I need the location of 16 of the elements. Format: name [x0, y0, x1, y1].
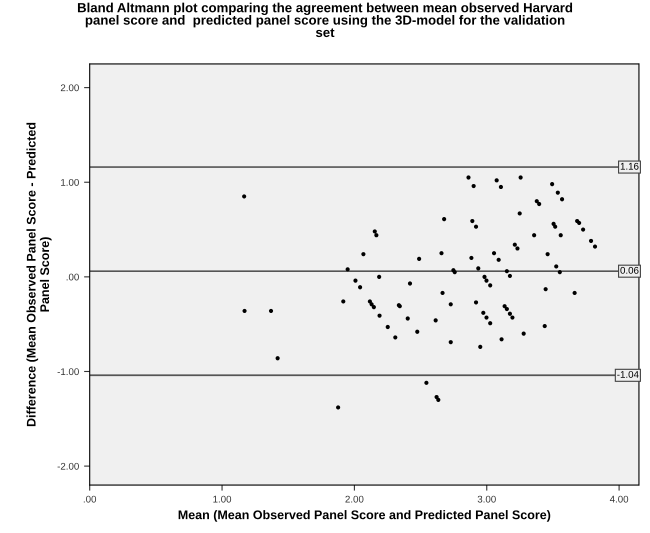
y-tick-label: 1.00 [61, 178, 79, 186]
ref-line-label: -1.04 [617, 370, 639, 378]
y-tick-label: -2.00 [58, 462, 79, 470]
x-tick-label: 2.00 [345, 496, 364, 503]
x-tick-label: 1.00 [213, 496, 232, 503]
y-tick-label: .00 [66, 274, 79, 280]
ref-line-label: 1.16 [620, 162, 639, 170]
x-axis-title: Mean (Mean Observed Panel Score and Predicted Panel Score) [178, 510, 550, 522]
ref-line-label: 0.06 [620, 266, 639, 274]
x-tick-label: 4.00 [610, 496, 628, 503]
chart-title: Bland Altmann plot comparing the agreement between mean observed Harvard panel score and predicted panel score using the 3D-model for the validation set [78, 2, 572, 38]
y-tick-label: -1.00 [58, 368, 79, 376]
y-tick-label: 2.00 [60, 84, 79, 92]
x-tick-label: 3.00 [478, 496, 496, 503]
y-axis-title: Difference (Mean Observed Panel Score - Predicted Panel Score) [26, 122, 52, 426]
x-tick-label: .00 [84, 496, 96, 503]
